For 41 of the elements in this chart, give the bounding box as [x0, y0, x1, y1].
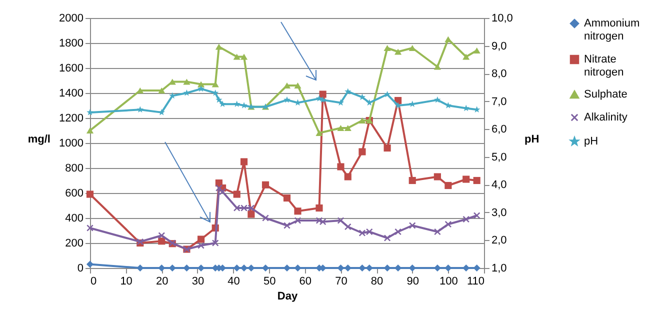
y2-tick-label: 4,0	[492, 179, 507, 192]
x-tick-label: 40	[228, 276, 240, 288]
x-axis-title: Day	[277, 290, 298, 302]
y-tick-label: 1800	[59, 38, 84, 50]
x-tick-label: 90	[406, 276, 419, 288]
x-tick-label: 110	[466, 276, 484, 288]
x-tick-label: 10	[120, 276, 132, 288]
y2-tick-label: 6,0	[492, 124, 507, 136]
x-tick-label: 100	[440, 276, 458, 288]
y2-tick-label: 9,0	[492, 40, 507, 52]
x-tick-label: 30	[192, 276, 204, 288]
y-tick-label: 800	[65, 162, 84, 174]
x-tick-label: 60	[299, 276, 312, 288]
y-tick-label: 1000	[59, 138, 84, 150]
x-tick-label: 80	[370, 276, 384, 288]
x-tick-label: 50	[263, 276, 276, 288]
y2-tick-label: 2,0	[492, 234, 507, 247]
y2-tick-label: 8,0	[492, 68, 507, 80]
legend-label: Sulphate	[584, 88, 628, 100]
y2-tick-label: 1,0	[492, 262, 507, 274]
y-tick-label: 600	[65, 188, 84, 200]
y2-tick-label: 3,0	[492, 206, 507, 219]
x-tick-label: 0	[90, 276, 97, 288]
y-tick-label: 1200	[59, 112, 84, 124]
x-tick-label: 20	[156, 276, 168, 288]
y-tick-label: 0	[77, 262, 84, 274]
y-tick-label: 1600	[59, 62, 84, 74]
y2-tick-label: 5,0	[492, 151, 507, 164]
legend-label: pH	[584, 136, 598, 148]
y-tick-label: 400	[65, 212, 84, 224]
y-tick-label: 2000	[59, 12, 84, 24]
y2-tick-label: 10,0	[492, 12, 513, 24]
y2-tick-label: 7,0	[492, 96, 507, 108]
y2-axis-title: pH	[524, 134, 540, 146]
legend-label: Alkalinity	[584, 112, 628, 124]
y-axis-title: mg/l	[28, 134, 50, 146]
legend-label: Nitrate nitrogen	[584, 54, 624, 78]
legend-label: Ammonium nitrogen	[584, 18, 640, 42]
y-tick-label: 200	[65, 238, 84, 250]
x-tick-label: 70	[335, 276, 348, 288]
y-tick-label: 1400	[59, 88, 84, 100]
